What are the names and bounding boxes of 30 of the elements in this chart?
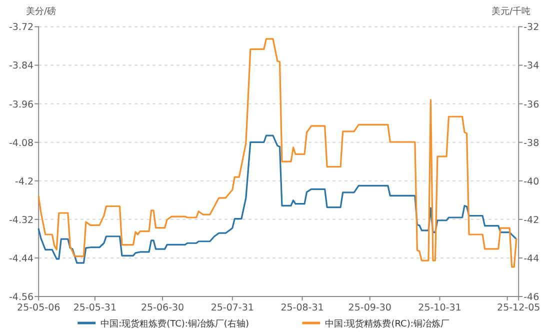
y-tick-label: -4.2 bbox=[15, 176, 34, 188]
y-tick-label: -4.08 bbox=[9, 138, 34, 149]
y-tick-label: -4.44 bbox=[9, 253, 34, 264]
y2-tick-label: -46 bbox=[524, 292, 540, 303]
y-tick-label: -4.56 bbox=[9, 292, 34, 303]
x-tick-label: 25-09-30 bbox=[348, 302, 392, 314]
y-axis-title: 美分/磅 bbox=[26, 6, 56, 17]
x-tick-label: 25-08-31 bbox=[280, 302, 324, 314]
y2-tick-label: -36 bbox=[524, 99, 540, 110]
y-tick-label: -3.72 bbox=[9, 22, 34, 34]
x-tick-label: 25-05-06 bbox=[17, 302, 60, 314]
line-series bbox=[38, 38, 518, 268]
y2-tick-label: -32 bbox=[524, 22, 540, 34]
y-tick-label: -3.96 bbox=[9, 99, 34, 110]
y-tick-label: -4.32 bbox=[9, 214, 34, 226]
line-series bbox=[38, 134, 518, 264]
x-tick-label: 25-05-31 bbox=[73, 302, 116, 314]
legend-label: 中国:现货粗炼费(TC):铜冶炼厂(右轴) bbox=[100, 318, 249, 330]
x-tick-label: 25-07-31 bbox=[210, 302, 254, 314]
x-tick-label: 25-12-05 bbox=[497, 302, 540, 314]
y-tick-label: -3.84 bbox=[9, 60, 34, 72]
x-tick-label: 25-06-30 bbox=[140, 302, 184, 314]
x-tick-label: 25-10-31 bbox=[418, 302, 462, 314]
y2-tick-label: -34 bbox=[524, 60, 540, 72]
y2-tick-label: -38 bbox=[524, 138, 540, 149]
y2-tick-label: -40 bbox=[524, 176, 540, 188]
y2-tick-label: -42 bbox=[524, 214, 540, 226]
y2-axis-title: 美元/千吨 bbox=[492, 6, 531, 17]
y2-tick-label: -44 bbox=[524, 253, 540, 264]
legend-label: 中国:现货精炼费(RC):铜冶炼厂 bbox=[325, 318, 450, 330]
